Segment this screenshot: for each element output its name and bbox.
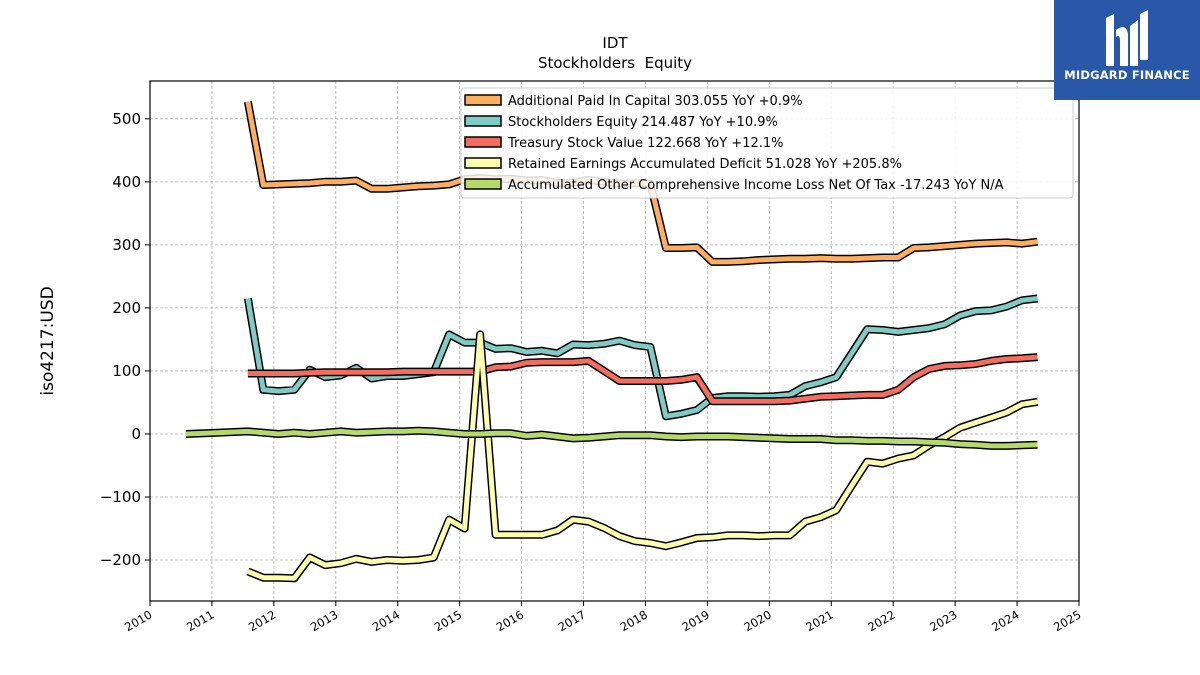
x-axis-ticks: 2010 2011 2012 2013 2014 2015 2016 2017 2018 2019… [122,601,1084,634]
series-line [247,354,1038,404]
y-tick-label: 0 [131,425,141,443]
x-tick-label: 2018 [618,607,650,634]
legend-swatch [464,115,502,127]
legend-swatch [464,178,502,190]
y-tick-label: −100 [100,488,141,506]
legend-swatch [464,136,502,148]
legend-entry: Retained Earnings Accumulated Deficit 51… [508,157,902,172]
brand-name: MIDGARD FINANCE [1064,68,1190,82]
legend-entry: Additional Paid In Capital 303.055 YoY +… [508,94,803,109]
y-axis-label: iso4217:USD [38,286,58,395]
legend-swatch [464,94,502,106]
x-tick-label: 2015 [432,607,464,634]
x-tick-label: 2025 [1051,607,1083,634]
series-line [185,428,1038,449]
y-tick-label: 500 [112,110,141,128]
series-line [246,331,1038,581]
chart-subtitle: Stockholders Equity [538,54,692,72]
x-tick-label: 2012 [246,607,278,634]
x-tick-label: 2023 [927,607,959,634]
y-tick-label: −200 [100,551,141,569]
y-axis-ticks: −200 −100 0 100 200 300 400 500 [100,110,150,569]
x-tick-label: 2020 [741,607,773,634]
x-tick-label: 2021 [803,607,835,634]
legend: Additional Paid In Capital 303.055 YoY +… [460,87,1074,199]
x-tick-label: 2010 [122,607,154,634]
x-tick-label: 2017 [556,607,588,634]
y-tick-label: 100 [112,362,141,380]
y-tick-label: 200 [112,299,141,317]
x-tick-label: 2016 [494,607,526,634]
y-tick-label: 400 [112,173,141,191]
x-tick-label: 2022 [865,607,897,634]
y-tick-label: 300 [112,236,141,254]
x-tick-label: 2014 [370,607,402,634]
series-line [245,296,1038,419]
series-outline [243,294,1038,421]
legend-entry: Stockholders Equity 214.487 YoY +10.9% [508,115,778,130]
chart-title: IDT [602,34,628,52]
x-tick-label: 2019 [680,607,712,634]
x-tick-label: 2011 [184,607,216,634]
x-tick-label: 2024 [989,607,1021,634]
legend-entry: Accumulated Other Comprehensive Income L… [508,178,1004,193]
brand-logo: MIDGARD FINANCE [1054,0,1200,100]
legend-swatch [464,157,502,169]
plot-frame [149,80,1080,602]
legend-box [460,87,1074,199]
x-tick-label: 2013 [308,607,340,634]
legend-entry: Treasury Stock Value 122.668 YoY +12.1% [507,136,784,151]
midgard-logo-icon [1106,10,1148,66]
